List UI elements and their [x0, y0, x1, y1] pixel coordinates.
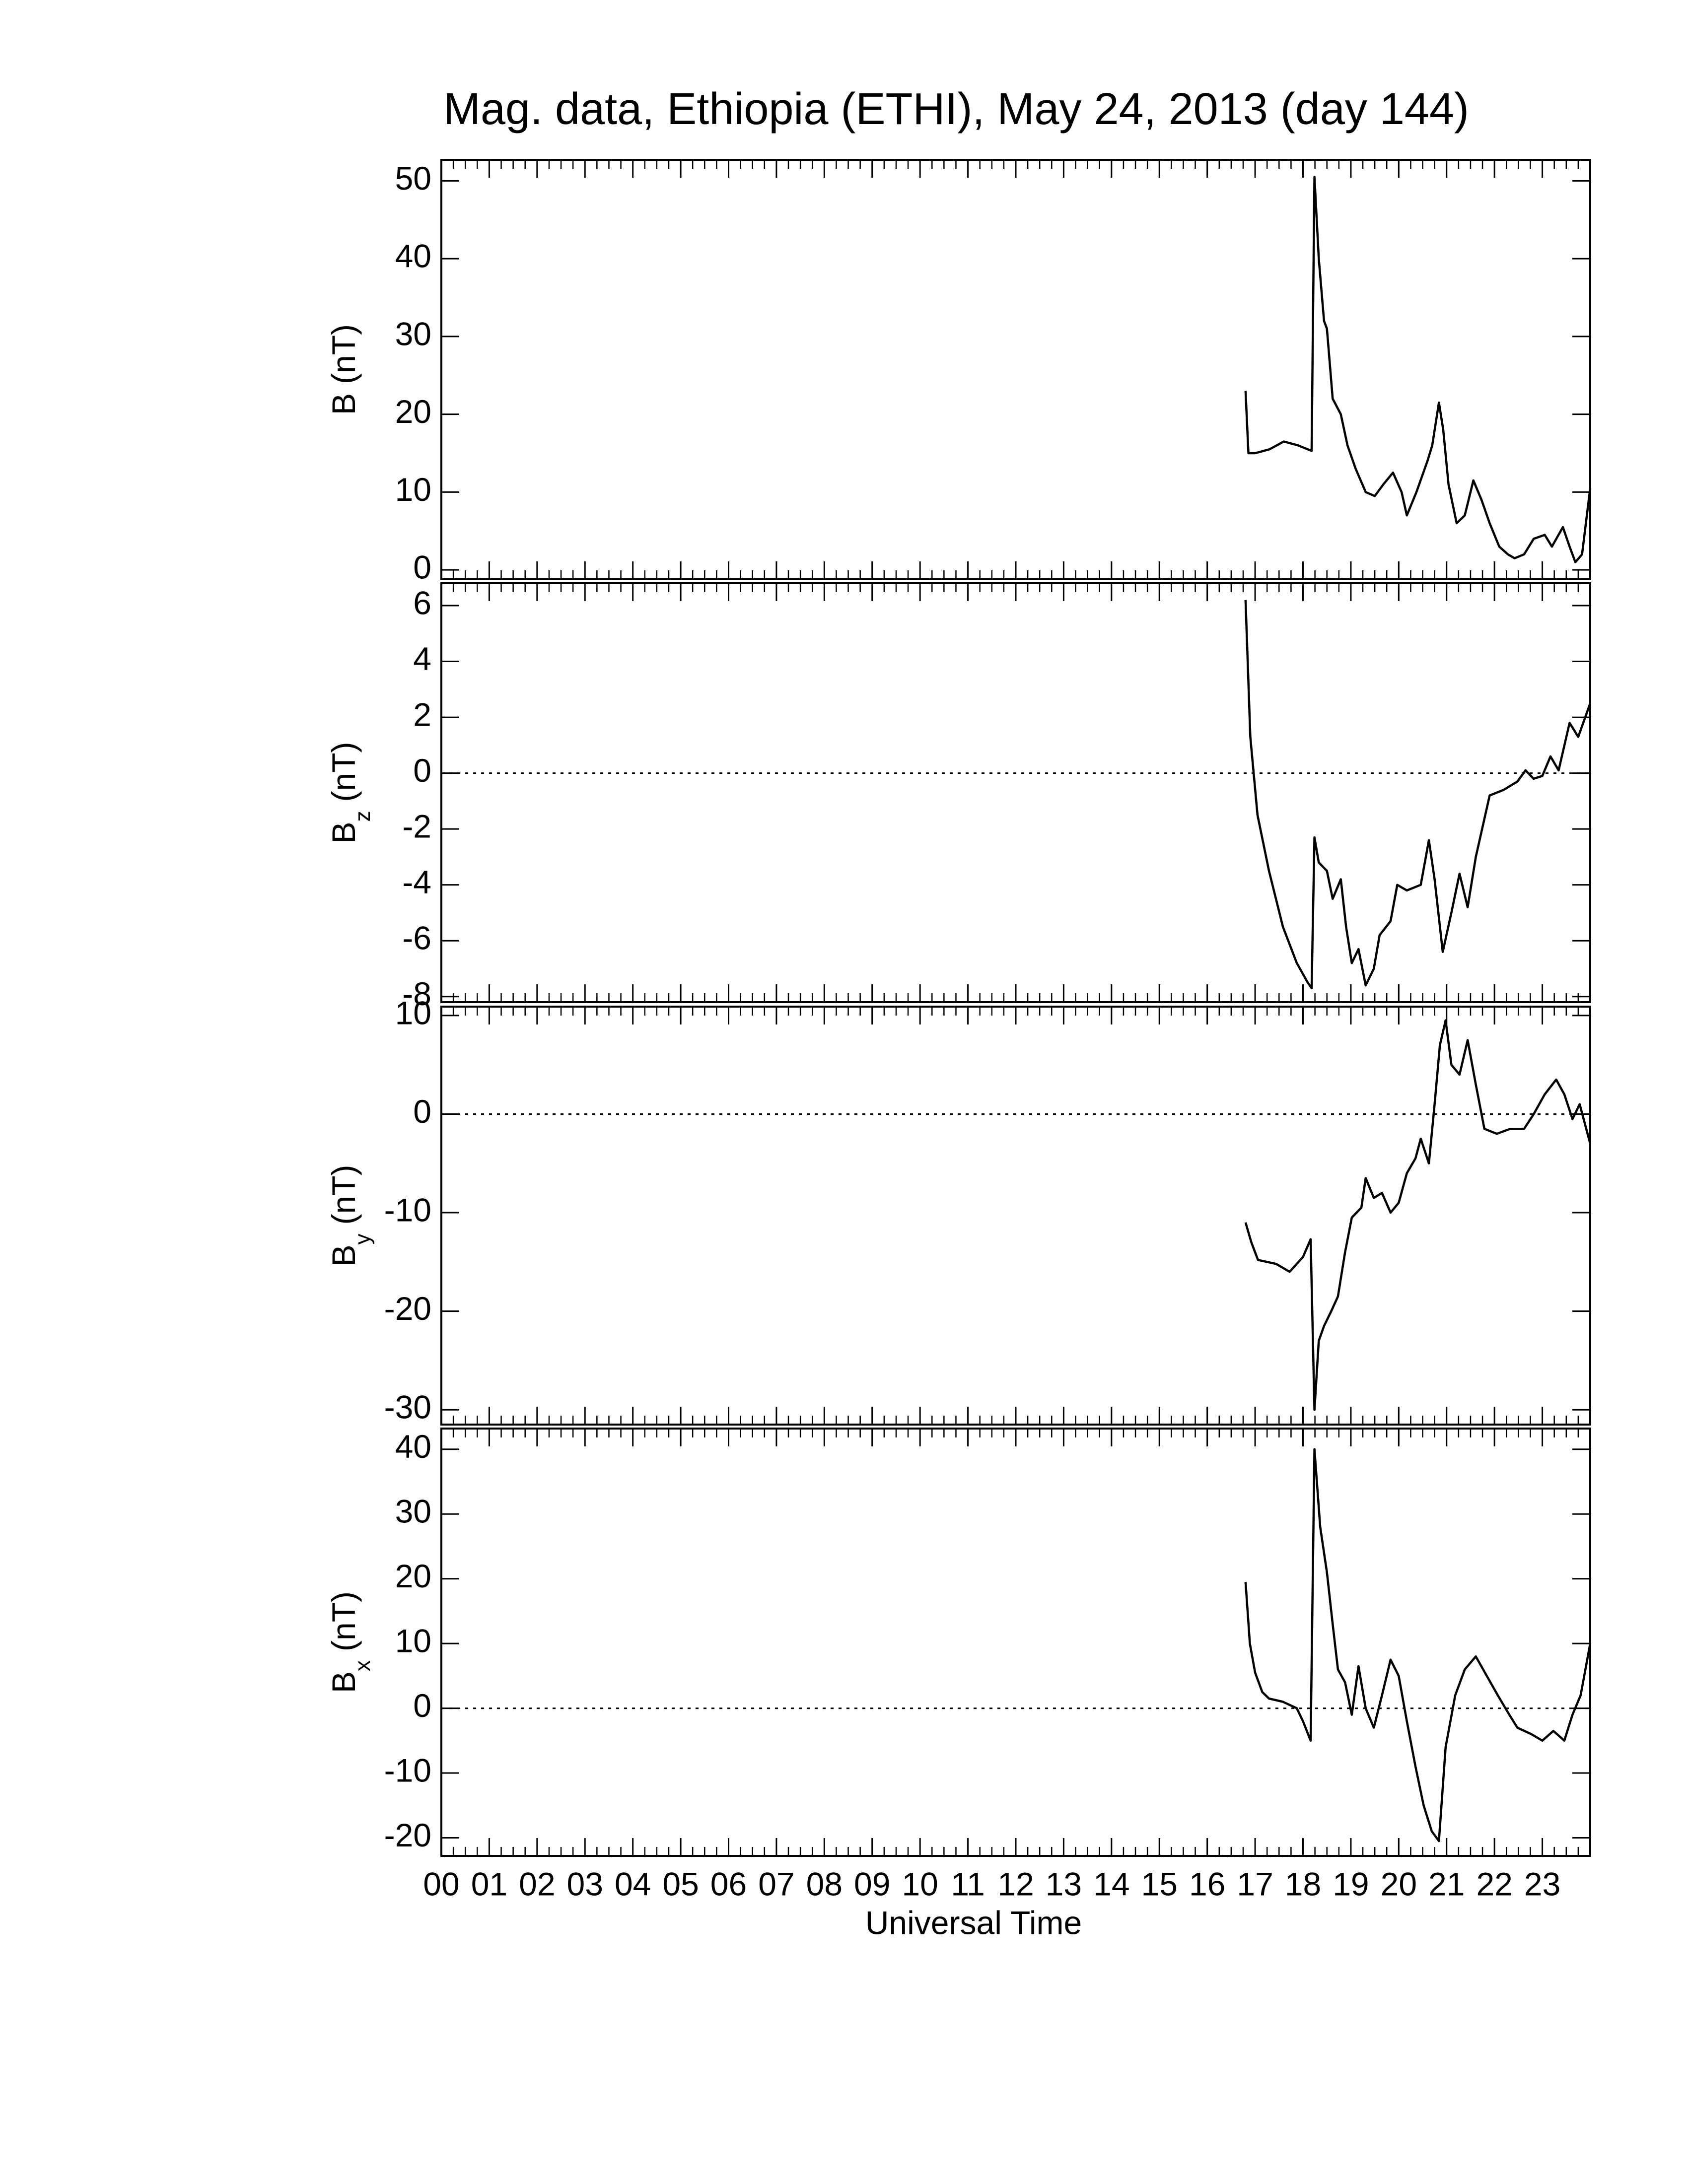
y-tick-label: -6 [402, 920, 431, 956]
y-label-unit: (nT) [325, 1164, 362, 1225]
y-axis-label: By (nT) [325, 1164, 375, 1266]
plot-frame [440, 159, 1591, 580]
y-tick-label: 20 [395, 1558, 431, 1594]
y-tick-label: 30 [395, 315, 431, 352]
y-tick-label: 40 [395, 1428, 431, 1465]
y-label-subscript: z [351, 811, 375, 821]
data-line [1244, 1448, 1592, 1843]
plot-frame [440, 1428, 1591, 1857]
chart-title: Mag. data, Ethiopia (ETHI), May 24, 2013… [443, 84, 1469, 134]
y-tick-label: 30 [395, 1493, 431, 1530]
y-axis-label: B (nT) [325, 324, 362, 415]
y-label-subscript: x [351, 1660, 375, 1671]
y-tick-label: 40 [395, 238, 431, 274]
data-line [1244, 176, 1592, 563]
y-tick-label: 0 [413, 752, 431, 789]
y-axis-label: Bz (nT) [325, 742, 375, 843]
y-tick-label: -10 [384, 1191, 431, 1228]
x-tick-label: 18 [1285, 1865, 1321, 1902]
x-axis-label: Universal Time [865, 1904, 1082, 1941]
y-tick-label: -10 [384, 1752, 431, 1788]
x-tick-label: 19 [1333, 1865, 1369, 1902]
y-tick-label: 10 [395, 994, 431, 1031]
y-tick-label: -30 [384, 1389, 431, 1426]
x-tick-label: 00 [423, 1865, 459, 1902]
x-tick-label: 15 [1141, 1865, 1178, 1902]
x-tick-label: 05 [662, 1865, 699, 1902]
y-label-unit: (nT) [325, 1591, 362, 1651]
y-tick-label: 0 [413, 549, 431, 586]
y-label-symbol: B [325, 393, 362, 415]
plot-frame [440, 1006, 1591, 1426]
y-label-symbol: B [325, 821, 362, 843]
x-tick-label: 17 [1237, 1865, 1273, 1902]
y-label-symbol: B [325, 1671, 362, 1693]
x-tick-label: 14 [1093, 1865, 1129, 1902]
y-label-unit: (nT) [325, 742, 362, 802]
data-line [1244, 600, 1592, 990]
y-label-symbol: B [325, 1244, 362, 1266]
y-tick-label: -20 [384, 1290, 431, 1327]
x-tick-label: 22 [1476, 1865, 1512, 1902]
y-tick-label: 10 [395, 1623, 431, 1659]
x-tick-label: 13 [1046, 1865, 1082, 1902]
y-tick-label: -8 [402, 975, 431, 1012]
x-tick-label: 21 [1428, 1865, 1465, 1902]
x-tick-label: 16 [1189, 1865, 1225, 1902]
x-tick-label: 10 [902, 1865, 938, 1902]
x-tick-label: 07 [758, 1865, 794, 1902]
y-tick-label: -4 [402, 864, 431, 900]
y-tick-label: 50 [395, 160, 431, 197]
y-tick-label: -20 [384, 1817, 431, 1853]
x-tick-label: 11 [951, 1865, 985, 1902]
plot-frame [440, 582, 1591, 1003]
y-tick-label: 20 [395, 393, 431, 430]
y-tick-label: 4 [413, 640, 431, 677]
x-tick-label: 01 [471, 1865, 507, 1902]
x-tick-label: 02 [519, 1865, 555, 1902]
y-tick-label: 10 [395, 471, 431, 508]
x-tick-label: 09 [854, 1865, 890, 1902]
x-tick-label: 03 [567, 1865, 603, 1902]
x-tick-label: 12 [997, 1865, 1034, 1902]
data-line [1244, 1019, 1592, 1411]
x-tick-label: 04 [615, 1865, 651, 1902]
x-tick-label: 23 [1524, 1865, 1560, 1902]
y-tick-label: 0 [413, 1093, 431, 1130]
y-tick-label: 2 [413, 696, 431, 733]
y-tick-label: -2 [402, 808, 431, 845]
y-axis-label: Bx (nT) [325, 1591, 375, 1693]
y-tick-label: 0 [413, 1687, 431, 1724]
y-label-subscript: y [351, 1233, 375, 1244]
y-label-unit: (nT) [325, 324, 362, 384]
x-tick-label: 20 [1381, 1865, 1417, 1902]
x-tick-label: 06 [710, 1865, 747, 1902]
y-tick-label: 6 [413, 584, 431, 621]
x-tick-label: 08 [806, 1865, 843, 1902]
